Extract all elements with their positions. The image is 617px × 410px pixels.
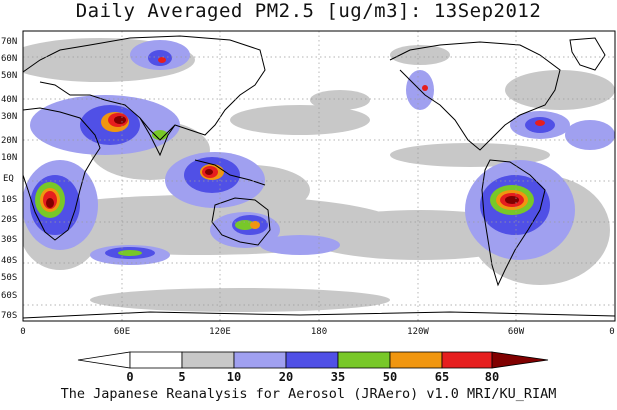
lat-label: 60S xyxy=(1,291,17,301)
lon-label: 60W xyxy=(508,327,525,337)
lat-label: 70S xyxy=(1,311,17,321)
lat-label: 50S xyxy=(1,273,17,283)
colorbar-label: 10 xyxy=(227,370,241,384)
lon-label: 120E xyxy=(209,327,231,337)
colorbar-label: 5 xyxy=(178,370,185,384)
lon-label: 60E xyxy=(114,327,130,337)
map-frame xyxy=(22,30,616,322)
colorbar: 0 5 10 20 35 50 65 80 xyxy=(77,351,549,384)
colorbar-label: 80 xyxy=(485,370,499,384)
lat-label: 20N xyxy=(1,136,17,146)
colorbar-label: 50 xyxy=(383,370,397,384)
lat-label: 10N xyxy=(1,153,17,163)
credit-line: The Japanese Reanalysis for Aerosol (JRA… xyxy=(60,386,557,402)
lat-label: 30S xyxy=(1,235,17,245)
colorbar-label: 35 xyxy=(331,370,345,384)
colorbar-segment xyxy=(285,351,339,369)
colorbar-label: 0 xyxy=(126,370,133,384)
colorbar-segment xyxy=(77,351,131,369)
lat-label: 50N xyxy=(1,71,17,81)
graticule xyxy=(23,31,615,321)
lon-label: 0 xyxy=(609,327,614,337)
lat-label: 20S xyxy=(1,215,17,225)
lat-label: 40S xyxy=(1,256,17,266)
lon-label: 180 xyxy=(311,327,327,337)
lat-label: 40N xyxy=(1,95,17,105)
lat-label: 10S xyxy=(1,195,17,205)
pm25-field xyxy=(23,35,615,319)
colorbar-label: 65 xyxy=(435,370,449,384)
colorbar-segment xyxy=(129,351,183,369)
lat-label: 60N xyxy=(1,54,17,64)
lon-label: 0 xyxy=(20,327,25,337)
colorbar-label: 20 xyxy=(279,370,293,384)
lat-label: EQ xyxy=(3,174,14,184)
colorbar-segment xyxy=(491,351,549,369)
colorbar-segment xyxy=(181,351,235,369)
colorbar-segment xyxy=(389,351,443,369)
lat-label: 30N xyxy=(1,112,17,122)
longitude-axis: 0 60E 120E 180 120W 60W 0 xyxy=(20,327,614,337)
colorbar-segment xyxy=(233,351,287,369)
colorbar-segment xyxy=(441,351,493,369)
latitude-axis: 70N 60N 50N 40N 30N 20N 10N EQ 10S 20S 3… xyxy=(1,37,17,321)
map-title: Daily Averaged PM2.5 [ug/m3]: 13Sep2012 xyxy=(75,0,542,22)
lon-label: 120W xyxy=(407,327,429,337)
colorbar-segment xyxy=(337,351,391,369)
lat-label: 70N xyxy=(1,37,17,47)
